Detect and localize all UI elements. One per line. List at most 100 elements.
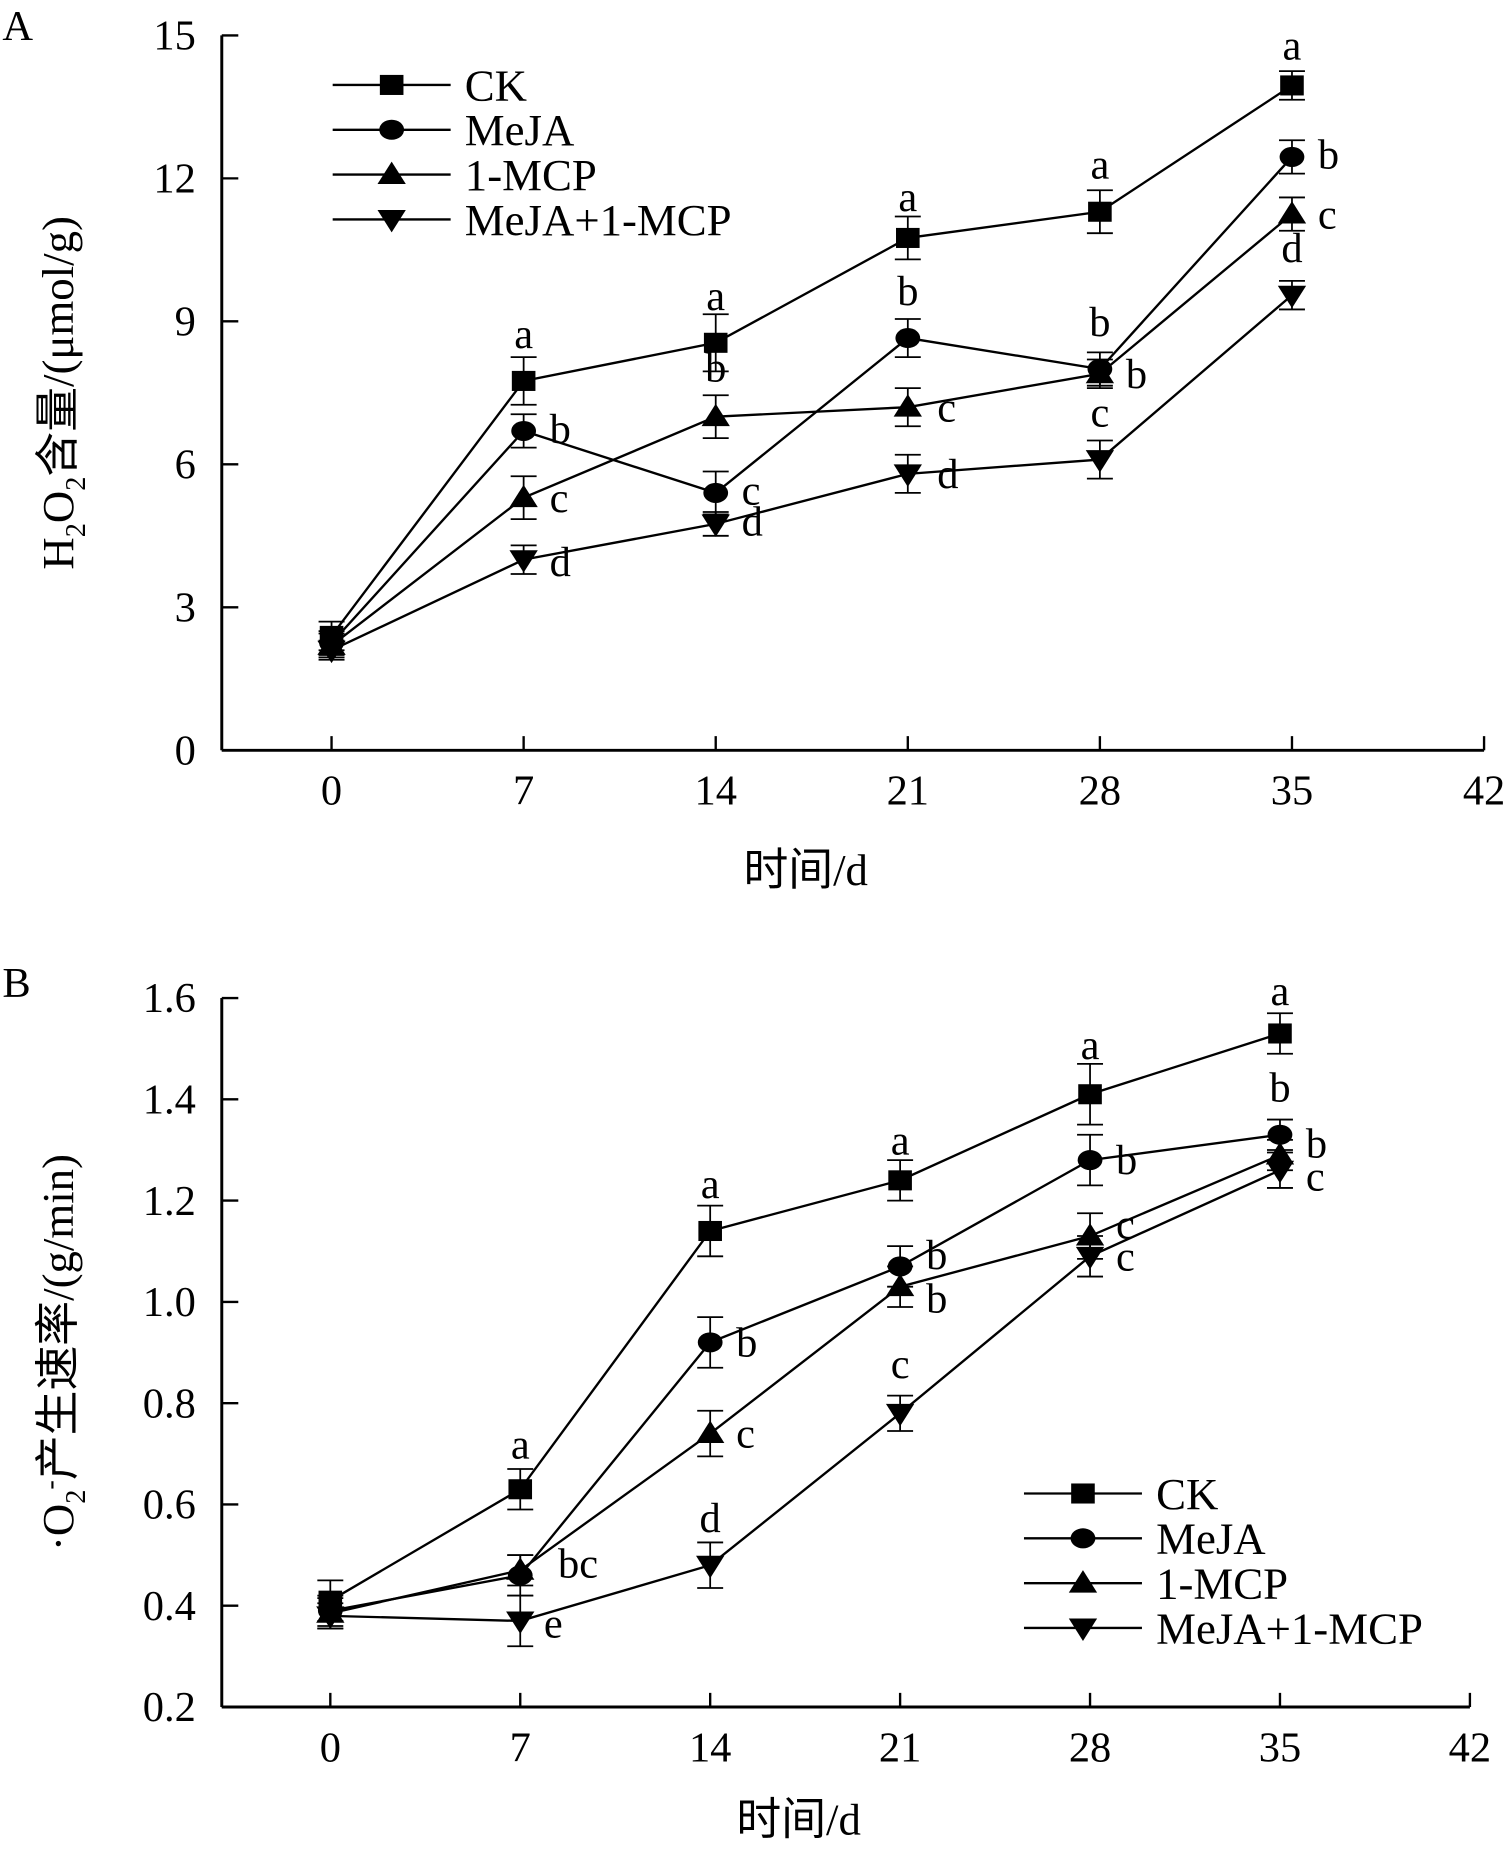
significance-label: a <box>511 1422 530 1469</box>
data-point <box>896 227 920 248</box>
significance-label: bc <box>558 1541 598 1588</box>
data-point <box>696 1555 725 1579</box>
panel-a-legend-item: MeJA+1-MCP <box>332 195 732 245</box>
panel-b-x-tick-label: 28 <box>1069 1724 1111 1771</box>
panel-b-x-tick-label: 21 <box>879 1724 921 1771</box>
legend-label: 1-MCP <box>1156 1558 1288 1608</box>
significance-label: a <box>706 273 725 320</box>
significance-label: c <box>1318 191 1337 238</box>
legend-label: CK <box>1156 1469 1218 1519</box>
data-point <box>1085 360 1115 384</box>
panel-b-plot: 0.2 0.4 0.6 0.8 1.0 1.2 1.4 1.6 0 7 14 21 28 35 42 时间/d… <box>33 968 1491 1844</box>
legend-marker <box>377 161 406 185</box>
panel-a-x-axis-label: 时间/d <box>743 845 867 895</box>
panel-b-x-tick-label: 14 <box>689 1724 731 1771</box>
data-point <box>885 1273 915 1297</box>
significance-label: b <box>1126 351 1147 398</box>
legend-marker <box>377 209 406 233</box>
data-point <box>1077 1150 1103 1171</box>
panel-b-x-axis-label: 时间/d <box>736 1794 860 1844</box>
legend-marker <box>1071 1483 1095 1504</box>
data-point <box>893 394 922 417</box>
panel-a-y-tick-label: 6 <box>175 441 196 488</box>
series-line <box>330 84 1293 637</box>
panel-b-legend-item: MeJA <box>1023 1514 1266 1564</box>
significance-label: b <box>926 1232 947 1279</box>
data-point <box>316 1606 345 1629</box>
legend-label: 1-MCP <box>465 150 597 200</box>
significance-label: d <box>550 539 571 586</box>
legend-marker <box>379 119 405 140</box>
data-point <box>885 1403 915 1427</box>
data-point <box>511 370 536 391</box>
data-point <box>509 484 538 508</box>
legend-label: MeJA+1-MCP <box>465 195 732 245</box>
legend-marker <box>379 74 404 95</box>
panel-b-legend-item: CK <box>1023 1469 1218 1519</box>
legend-label: CK <box>465 60 527 110</box>
panel-b-y-tick-label: 1.0 <box>143 1279 196 1326</box>
data-point <box>1075 1246 1105 1270</box>
panel-b-y-tick-label: 1.4 <box>143 1076 196 1123</box>
panel-a-legend-item: MeJA <box>332 105 575 155</box>
data-point <box>509 550 538 573</box>
data-point <box>1075 1223 1105 1246</box>
panel-a-legend-item: CK <box>332 60 527 110</box>
panel-a-legend-item: 1-MCP <box>332 150 597 200</box>
panel-b-legend-item: 1-MCP <box>1023 1558 1288 1608</box>
panel-b-y-tick-label: 1.6 <box>143 975 196 1022</box>
significance-label: b <box>1089 299 1110 346</box>
significance-label: a <box>1283 22 1302 69</box>
panel-a-series-ck: a a a a a <box>318 22 1305 652</box>
series-line <box>329 1032 1281 1602</box>
significance-label: c <box>742 468 761 515</box>
significance-label: a <box>1271 968 1290 1015</box>
data-point <box>701 514 730 537</box>
series-line <box>330 1133 1281 1612</box>
data-point <box>1265 1160 1295 1184</box>
legend-marker <box>1068 1618 1098 1641</box>
data-point <box>506 1557 535 1580</box>
significance-label: d <box>742 499 763 546</box>
legend-marker <box>1068 1570 1098 1593</box>
series-line <box>330 1169 1281 1623</box>
significance-label: b <box>1306 1120 1327 1167</box>
data-point <box>893 464 922 487</box>
panel-b-legend-item: MeJA+1-MCP <box>1023 1603 1423 1653</box>
significance-label: a <box>1081 1022 1100 1069</box>
significance-label: b <box>1269 1065 1290 1112</box>
legend-label: MeJA+1-MCP <box>1156 1603 1423 1653</box>
data-point <box>696 1420 725 1443</box>
panel-a-x-tick-label: 35 <box>1271 768 1313 815</box>
panel-a-x-tick-label: 42 <box>1463 768 1505 815</box>
data-point <box>1277 201 1307 224</box>
significance-label: b <box>550 406 571 453</box>
significance-label: a <box>514 311 533 358</box>
panel-a-x-tick-label: 0 <box>321 768 342 815</box>
data-point <box>317 640 346 664</box>
data-point <box>506 1611 535 1634</box>
significance-label: c <box>736 1411 755 1458</box>
panel-a-y-axis-label: H2O2含量/(μmol/g) <box>33 216 92 570</box>
series-line <box>330 213 1293 647</box>
significance-label: b <box>1116 1137 1137 1184</box>
significance-label: b <box>736 1320 757 1367</box>
panel-b-y-tick-label: 0.4 <box>143 1583 196 1630</box>
significance-label: b <box>897 268 918 315</box>
panel-b-x-tick-label: 7 <box>510 1724 531 1771</box>
panel-b-y-axis-label: ·O2-产生速率/(g/min) <box>33 1154 92 1551</box>
panel-b-x-tick-label: 42 <box>1449 1724 1491 1771</box>
panel-b-series-meja: bc b b b b <box>317 1065 1293 1627</box>
data-point <box>1078 1084 1102 1105</box>
panel-b-y-tick-label: 0.8 <box>143 1380 196 1427</box>
data-point <box>698 1220 722 1242</box>
significance-label: a <box>898 174 917 221</box>
panel-a-y-tick-label: 3 <box>175 584 196 631</box>
panel-b-y-tick-label: 1.2 <box>143 1178 196 1225</box>
panel-a-x-tick-label: 7 <box>513 768 534 815</box>
panel-b-x-tick-label: 35 <box>1259 1724 1301 1771</box>
